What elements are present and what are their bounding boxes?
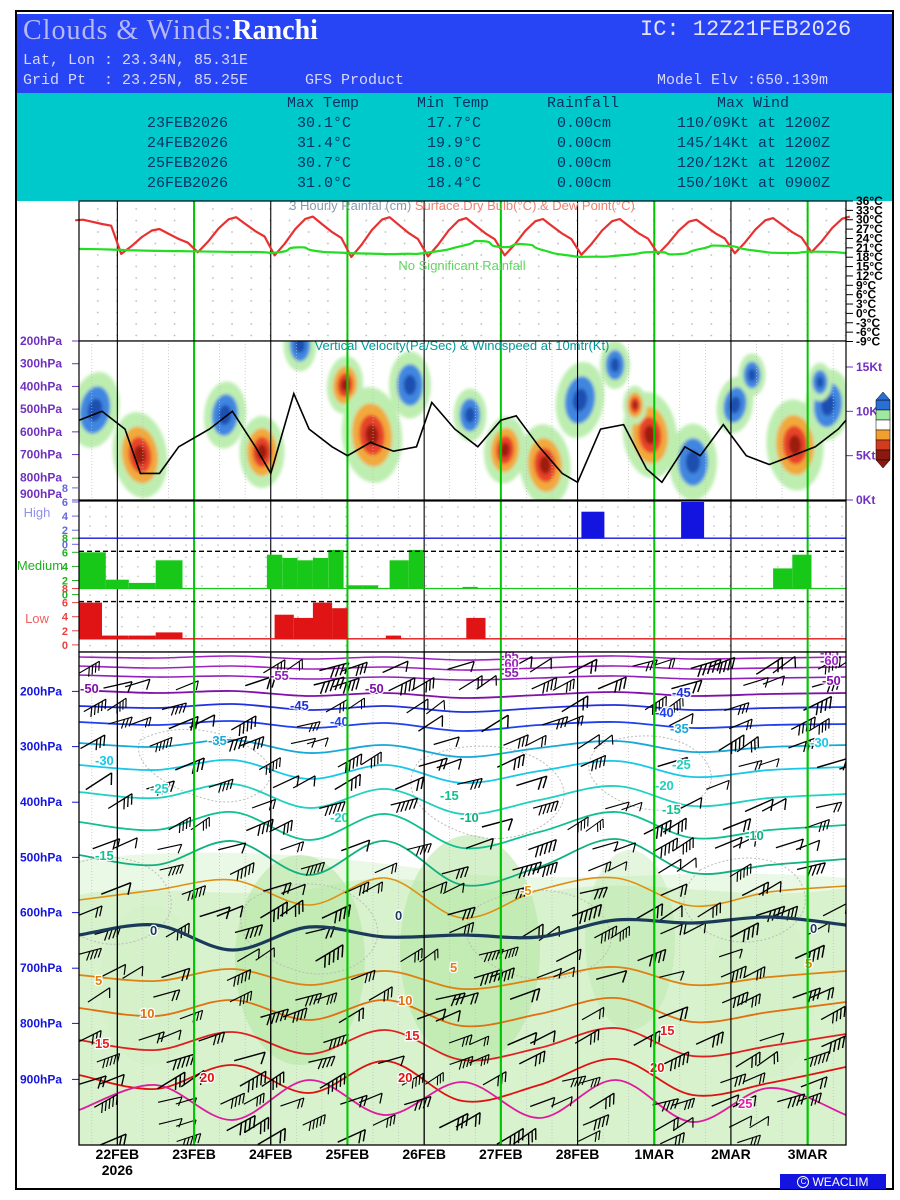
svg-text:900hPa: 900hPa xyxy=(20,1072,62,1086)
svg-text:-50: -50 xyxy=(365,681,384,696)
svg-text:600hPa: 600hPa xyxy=(20,906,62,920)
svg-text:-15: -15 xyxy=(662,802,681,817)
svg-text:700hPa: 700hPa xyxy=(20,961,62,975)
svg-text:5: 5 xyxy=(450,960,457,975)
svg-text:0: 0 xyxy=(395,908,402,923)
svg-text:-25: -25 xyxy=(150,781,169,796)
svg-text:-25: -25 xyxy=(672,757,691,772)
svg-text:-15: -15 xyxy=(440,788,459,803)
svg-text:-40: -40 xyxy=(655,705,674,720)
svg-text:-5: -5 xyxy=(520,883,532,898)
svg-text:15: 15 xyxy=(95,1036,109,1051)
svg-text:0: 0 xyxy=(150,923,157,938)
svg-text:5: 5 xyxy=(95,973,102,988)
svg-text:-60: -60 xyxy=(820,653,839,668)
svg-text:400hPa: 400hPa xyxy=(20,795,62,809)
svg-text:-15: -15 xyxy=(95,848,114,863)
svg-text:500hPa: 500hPa xyxy=(20,850,62,864)
svg-text:-45: -45 xyxy=(672,685,691,700)
svg-text:-45: -45 xyxy=(290,698,309,713)
svg-text:15: 15 xyxy=(660,1023,674,1038)
svg-text:300hPa: 300hPa xyxy=(20,740,62,754)
svg-text:15: 15 xyxy=(405,1028,419,1043)
svg-text:25: 25 xyxy=(738,1096,752,1111)
svg-text:10: 10 xyxy=(398,993,412,1008)
svg-text:20: 20 xyxy=(398,1070,412,1085)
svg-text:20: 20 xyxy=(200,1070,214,1085)
svg-text:-35: -35 xyxy=(208,733,227,748)
svg-text:-35: -35 xyxy=(670,721,689,736)
svg-text:-20: -20 xyxy=(330,810,349,825)
svg-text:10: 10 xyxy=(140,1006,154,1021)
svg-text:-55: -55 xyxy=(270,668,289,683)
svg-text:-30: -30 xyxy=(95,753,114,768)
svg-text:-40: -40 xyxy=(330,714,349,729)
svg-text:-50: -50 xyxy=(80,681,99,696)
svg-text:20: 20 xyxy=(650,1060,664,1075)
svg-text:0: 0 xyxy=(810,921,817,936)
svg-text:-20: -20 xyxy=(655,778,674,793)
svg-text:-30: -30 xyxy=(810,735,829,750)
svg-text:-10: -10 xyxy=(460,810,479,825)
svg-text:-50: -50 xyxy=(822,673,841,688)
svg-text:-55: -55 xyxy=(500,665,519,680)
svg-text:800hPa: 800hPa xyxy=(20,1016,62,1030)
svg-text:-10: -10 xyxy=(745,828,764,843)
svg-text:200hPa: 200hPa xyxy=(20,684,62,698)
